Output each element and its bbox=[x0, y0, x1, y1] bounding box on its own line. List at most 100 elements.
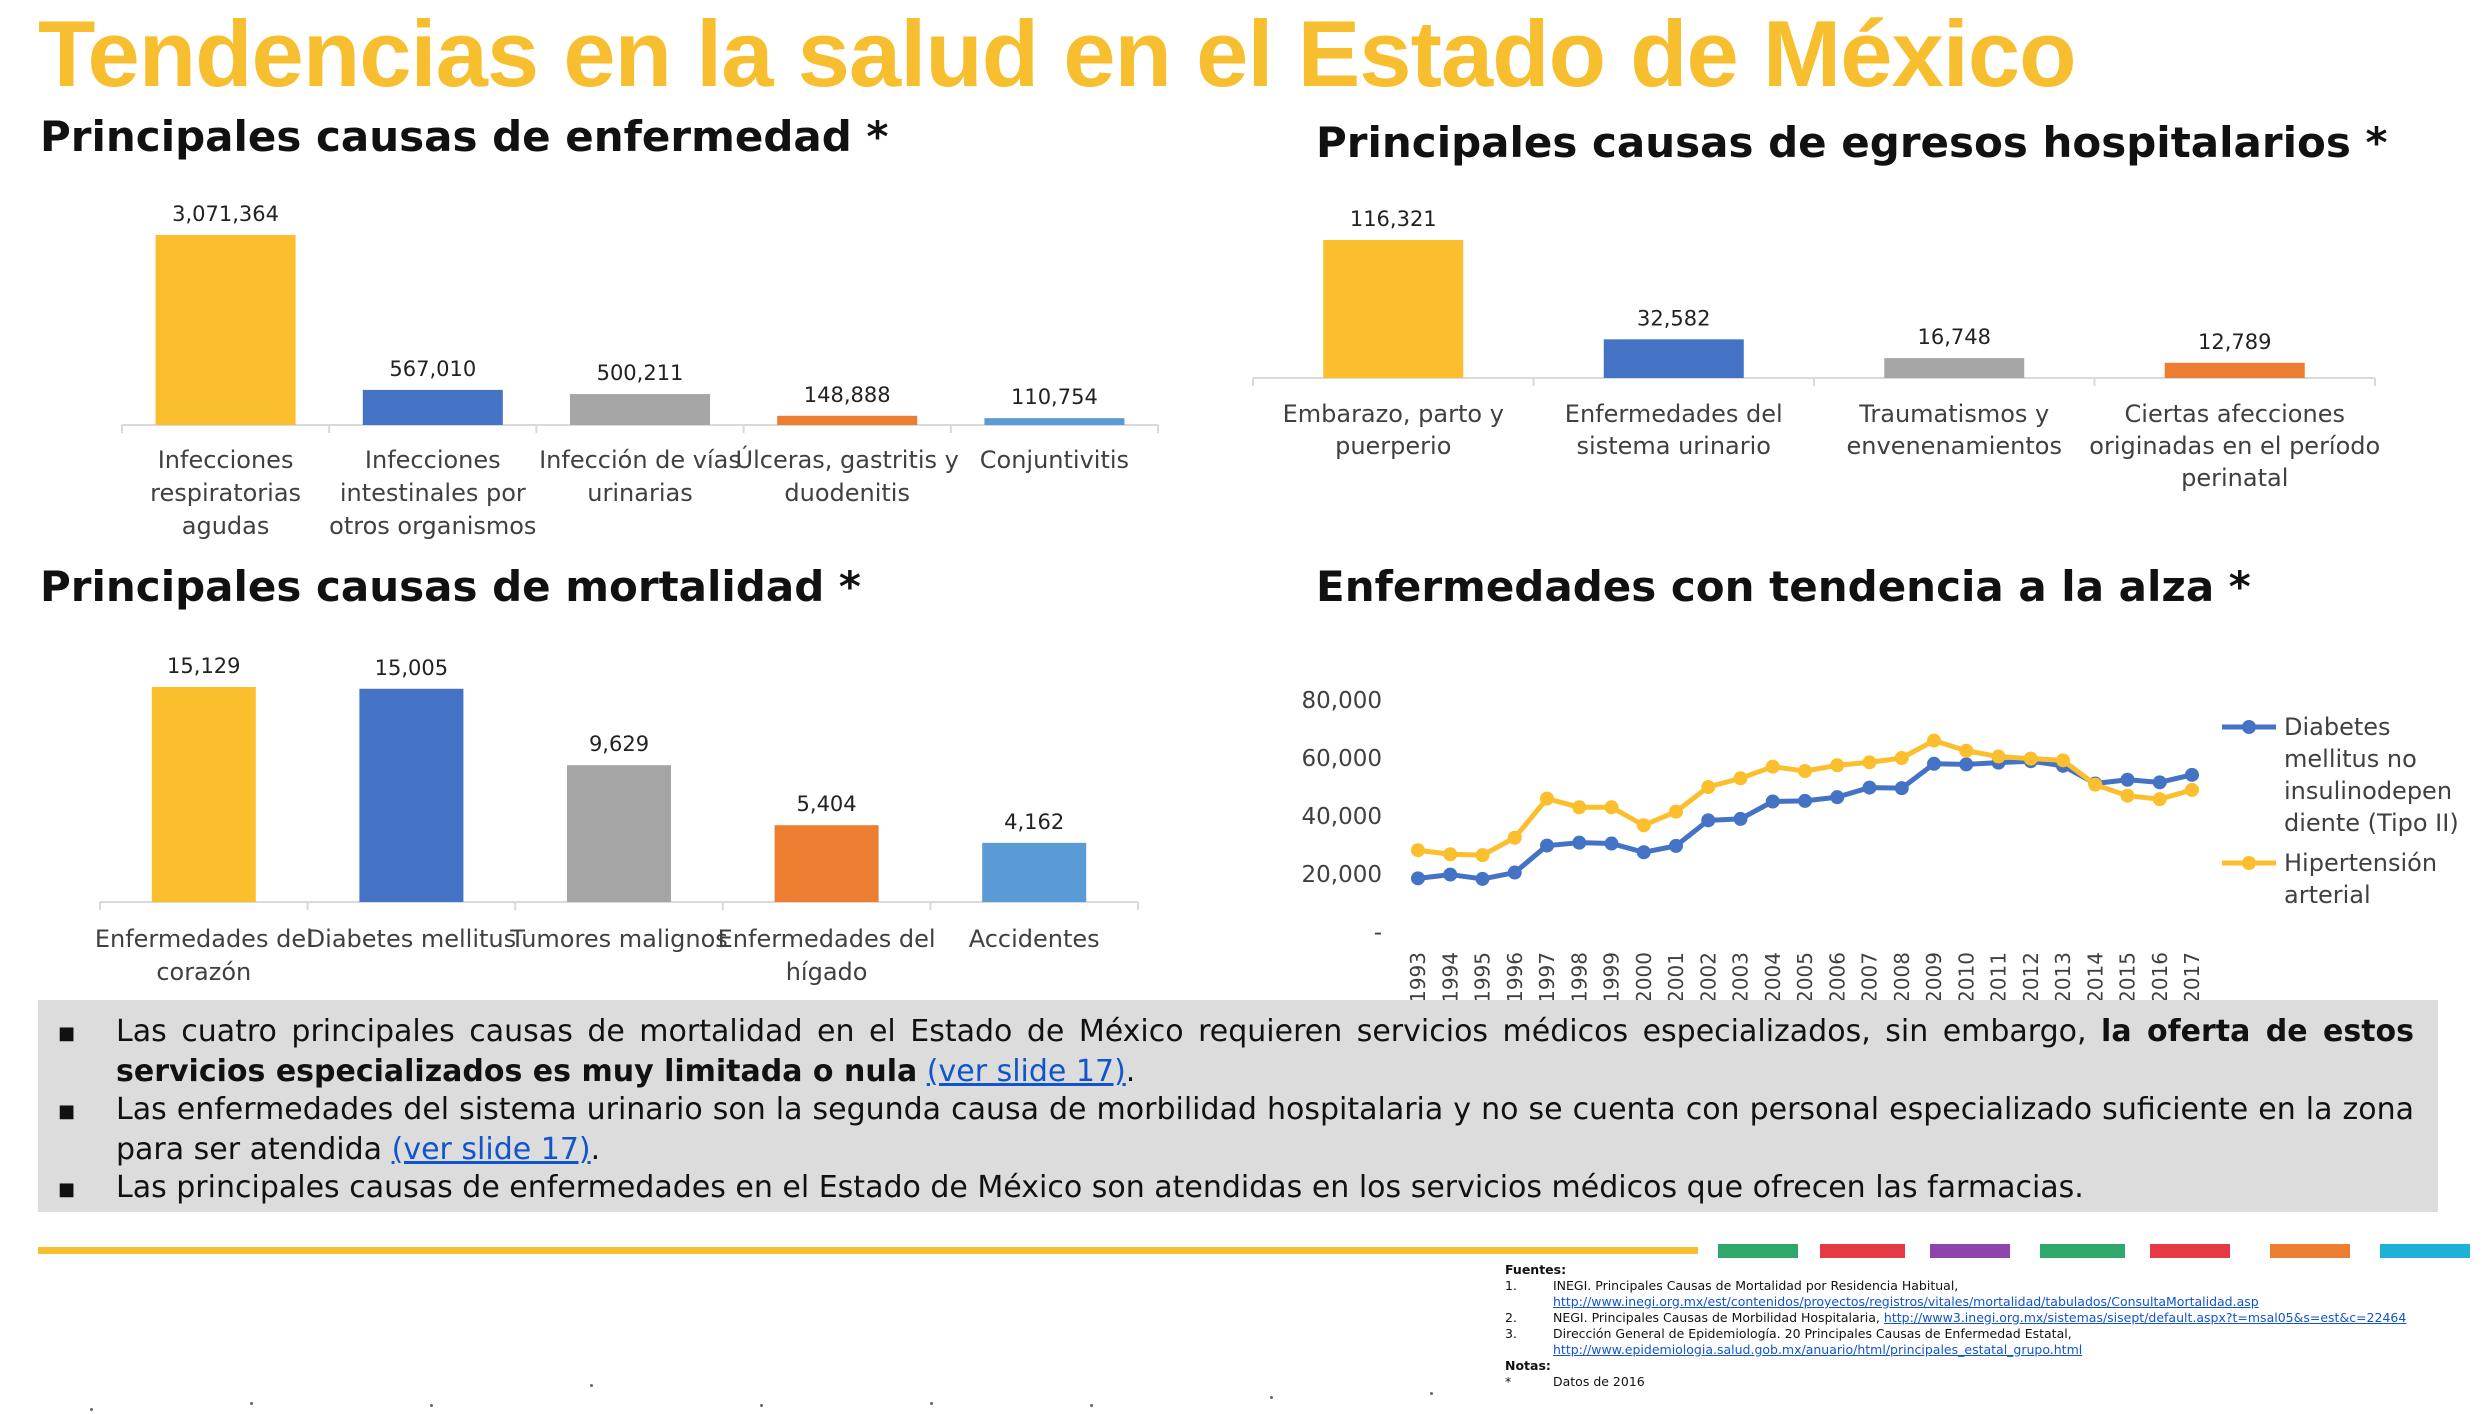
x-tick-label: 2008 bbox=[1890, 952, 1914, 1003]
bullet-square-icon: ■ bbox=[58, 1023, 76, 1044]
bar-egresos-3 bbox=[2164, 362, 2305, 378]
series-point-0 bbox=[1733, 811, 1748, 826]
chart-title-egresos: Principales causas de egresos hospitalar… bbox=[1316, 118, 2388, 167]
source-link-3[interactable]: http://www.epidemiologia.salud.gob.mx/an… bbox=[1553, 1342, 2083, 1357]
sources-block: Fuentes: 1. INEGI. Principales Causas de… bbox=[1505, 1262, 2475, 1390]
data-label: 5,404 bbox=[797, 792, 857, 816]
series-point-0 bbox=[1959, 757, 1974, 772]
x-tick-label: 2009 bbox=[1922, 952, 1946, 1003]
category-label: respiratorias bbox=[150, 479, 301, 507]
category-label: Enfermedades del bbox=[718, 925, 936, 953]
bar-enfermedad-0 bbox=[155, 235, 296, 425]
x-tick-label: 1994 bbox=[1438, 952, 1462, 1003]
series-point-1 bbox=[1540, 791, 1554, 806]
x-tick-label: 1997 bbox=[1535, 952, 1559, 1003]
page-title: Tendencias en la salud en el Estado de M… bbox=[38, 1, 2077, 106]
y-tick-label: 80,000 bbox=[1302, 688, 1382, 714]
bullet-square-icon: ■ bbox=[58, 1101, 76, 1122]
footer-yellow-rule bbox=[38, 1247, 1698, 1254]
note-text: Las cuatro principales causas de mortali… bbox=[116, 1014, 2102, 1049]
data-label: 3,071,364 bbox=[172, 202, 279, 226]
series-point-1 bbox=[1572, 800, 1587, 815]
series-point-1 bbox=[1733, 771, 1748, 786]
x-tick-label: 2000 bbox=[1632, 952, 1656, 1003]
category-label: intestinales por bbox=[340, 479, 526, 507]
x-tick-label: 2016 bbox=[2148, 952, 2172, 1003]
series-point-1 bbox=[1798, 764, 1812, 779]
source-link-2[interactable]: http://www3.inegi.org.mx/sistemas/sisept… bbox=[1883, 1310, 2407, 1325]
y-tick-label: - bbox=[1374, 920, 1382, 946]
note-link-slide17[interactable]: (ver slide 17) bbox=[926, 1054, 1126, 1089]
notes-heading: Notas: bbox=[1505, 1358, 1551, 1373]
legend-label-0: Diabetes bbox=[2284, 713, 2391, 741]
series-point-1 bbox=[1991, 749, 2006, 764]
footer-stripe-purple bbox=[1930, 1244, 2010, 1258]
series-line-0 bbox=[1417, 758, 2193, 882]
y-tick-label: 40,000 bbox=[1302, 804, 1382, 830]
bar-enfermedad-1 bbox=[362, 389, 503, 425]
y-tick-label: 20,000 bbox=[1302, 862, 1382, 888]
series-point-0 bbox=[1507, 865, 1522, 880]
data-label: 16,748 bbox=[1918, 325, 1991, 349]
legend-marker-0 bbox=[2242, 720, 2256, 734]
data-label: 567,010 bbox=[389, 357, 476, 381]
footer-stripe-green bbox=[1718, 1244, 1798, 1258]
footer-stripe-green-2 bbox=[2040, 1244, 2125, 1258]
legend-marker-1 bbox=[2242, 856, 2256, 870]
note-link-slide17[interactable]: (ver slide 17) bbox=[391, 1132, 591, 1167]
category-label: Infecciones bbox=[158, 446, 294, 474]
legend-label-1: Hipertensión bbox=[2284, 849, 2437, 877]
note-item: * Datos de 2016 bbox=[1505, 1374, 1645, 1389]
category-label: Ciertas afecciones bbox=[2125, 400, 2345, 428]
x-tick-label: 2015 bbox=[2116, 952, 2140, 1003]
footer-stripe-red-2 bbox=[2150, 1244, 2230, 1258]
x-tick-label: 2004 bbox=[1761, 952, 1785, 1003]
bar-egresos-2 bbox=[1884, 358, 2025, 378]
x-tick-label: 1993 bbox=[1406, 952, 1430, 1003]
series-point-0 bbox=[1862, 780, 1877, 795]
category-label: Accidentes bbox=[969, 925, 1100, 953]
bar-enfermedad-2 bbox=[570, 394, 710, 425]
category-label: otros organismos bbox=[329, 512, 536, 540]
data-label: 500,211 bbox=[597, 361, 684, 385]
category-label: Enfermedades del bbox=[95, 925, 313, 953]
footer-stripe-cyan bbox=[2380, 1244, 2470, 1258]
x-tick-label: 2010 bbox=[1954, 952, 1978, 1003]
legend-label-1: arterial bbox=[2284, 881, 2371, 909]
series-point-0 bbox=[2152, 775, 2167, 790]
source-link-1[interactable]: http://www.inegi.org.mx/est/contenidos/p… bbox=[1553, 1294, 2259, 1309]
category-label: perinatal bbox=[2181, 464, 2288, 492]
data-label: 9,629 bbox=[589, 732, 649, 756]
series-point-0 bbox=[1636, 845, 1651, 860]
category-label: hígado bbox=[786, 958, 868, 986]
category-label: Conjuntivitis bbox=[980, 446, 1129, 474]
category-label: urinarias bbox=[587, 479, 692, 507]
series-point-1 bbox=[1636, 818, 1651, 833]
bar-mortalidad-2 bbox=[567, 765, 671, 902]
x-tick-label: 2007 bbox=[1858, 952, 1882, 1003]
x-tick-label: 1999 bbox=[1600, 952, 1624, 1003]
chart-title-enfermedad: Principales causas de enfermedad * bbox=[40, 112, 889, 161]
chart-title-tendencia: Enfermedades con tendencia a la alza * bbox=[1316, 562, 2251, 611]
series-point-0 bbox=[1798, 793, 1812, 808]
bar-egresos-0 bbox=[1323, 240, 1464, 378]
series-point-1 bbox=[1959, 743, 1974, 758]
series-point-1 bbox=[2152, 792, 2167, 807]
x-tick-label: 1998 bbox=[1567, 952, 1591, 1003]
note-text: Las enfermedades del sistema urinario so… bbox=[116, 1092, 2414, 1167]
bar-mortalidad-4 bbox=[982, 842, 1087, 902]
notes-panel: ■ Las cuatro principales causas de morta… bbox=[38, 1000, 2438, 1212]
x-tick-label: 2017 bbox=[2180, 952, 2204, 1003]
x-tick-label: 1996 bbox=[1503, 952, 1527, 1003]
sources-heading: Fuentes: bbox=[1505, 1262, 1567, 1277]
series-point-1 bbox=[1507, 830, 1522, 845]
source-item-1: 1. INEGI. Principales Causas de Mortalid… bbox=[1505, 1278, 2259, 1309]
footer-stripe-orange bbox=[2270, 1244, 2350, 1258]
data-label: 148,888 bbox=[804, 383, 891, 407]
series-point-0 bbox=[1475, 871, 1490, 886]
series-point-1 bbox=[1927, 733, 1941, 748]
y-tick-label: 60,000 bbox=[1302, 746, 1382, 772]
series-point-1 bbox=[1604, 800, 1619, 815]
series-point-1 bbox=[1862, 755, 1877, 770]
category-label: Embarazo, parto y bbox=[1283, 400, 1504, 428]
